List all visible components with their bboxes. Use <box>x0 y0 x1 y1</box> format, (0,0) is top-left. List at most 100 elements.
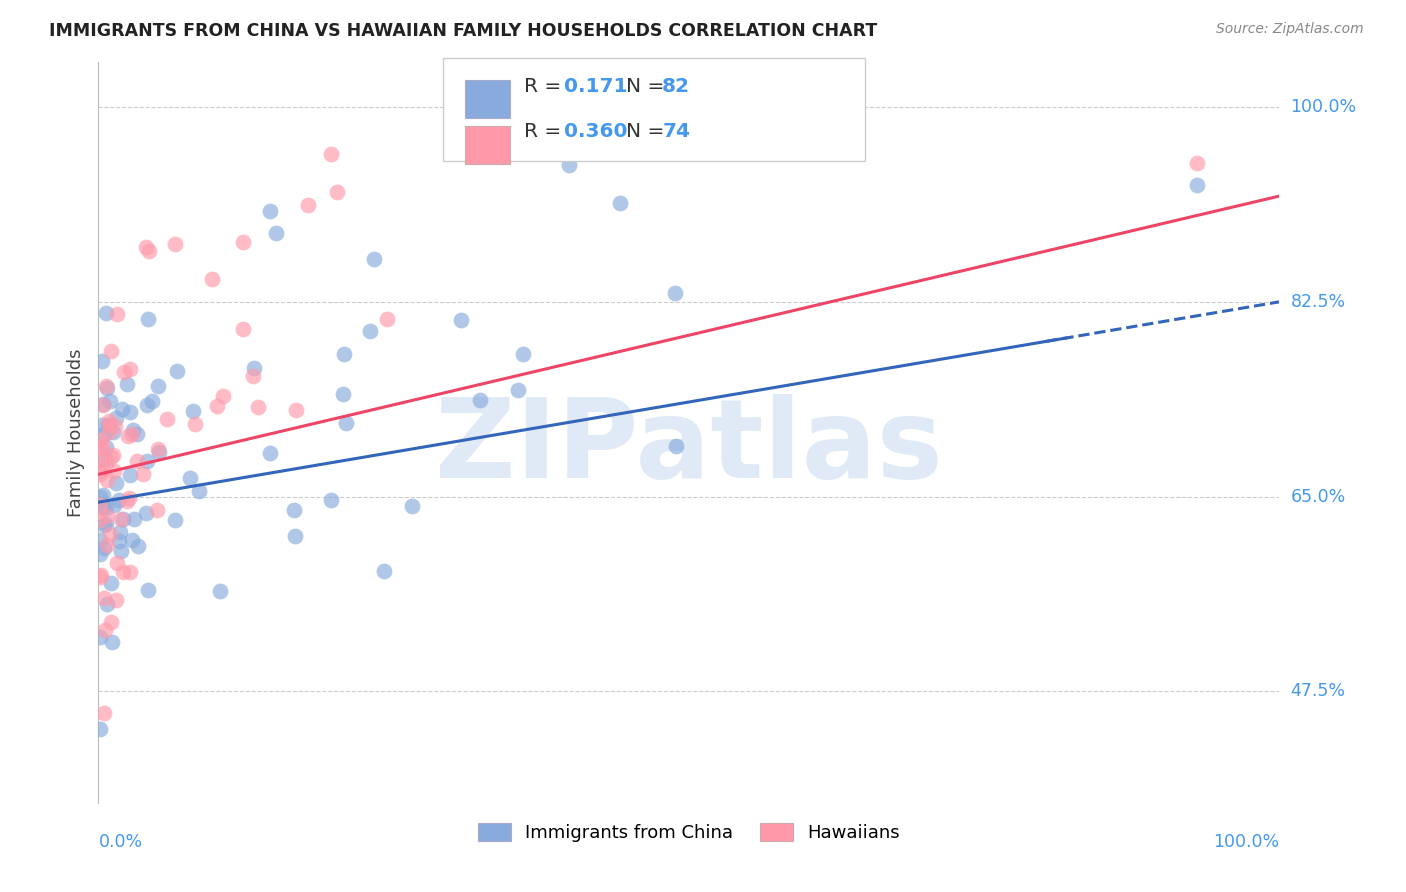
Hawaiians <box>146 442 169 457</box>
Hawaiians <box>89 467 111 481</box>
Hawaiians <box>546 88 568 103</box>
Immigrants from China <box>179 470 201 484</box>
Text: 82.5%: 82.5% <box>1291 293 1346 310</box>
Hawaiians <box>232 321 254 335</box>
Immigrants from China <box>103 425 125 440</box>
Hawaiians <box>89 512 111 526</box>
Immigrants from China <box>138 311 160 326</box>
Hawaiians <box>89 570 111 584</box>
Immigrants from China <box>508 383 530 397</box>
Hawaiians <box>98 425 121 439</box>
Immigrants from China <box>557 158 579 172</box>
Hawaiians <box>232 235 254 249</box>
Immigrants from China <box>450 313 472 327</box>
Immigrants from China <box>100 394 122 409</box>
Immigrants from China <box>108 492 131 507</box>
Hawaiians <box>533 129 555 144</box>
Text: 65.0%: 65.0% <box>1291 488 1346 506</box>
Hawaiians <box>98 527 121 541</box>
Immigrants from China <box>94 501 117 516</box>
Hawaiians <box>297 198 319 212</box>
Hawaiians <box>165 237 187 252</box>
Hawaiians <box>321 147 343 161</box>
Immigrants from China <box>115 377 138 392</box>
Immigrants from China <box>470 393 492 408</box>
Legend: Immigrants from China, Hawaiians: Immigrants from China, Hawaiians <box>471 815 907 849</box>
Hawaiians <box>626 88 648 103</box>
Immigrants from China <box>401 499 423 513</box>
Immigrants from China <box>96 306 118 320</box>
Immigrants from China <box>103 498 125 512</box>
Immigrants from China <box>166 364 188 378</box>
Hawaiians <box>90 568 112 582</box>
Immigrants from China <box>91 397 114 411</box>
Immigrants from China <box>359 324 381 338</box>
Hawaiians <box>96 509 118 524</box>
Immigrants from China <box>609 196 631 211</box>
Immigrants from China <box>104 476 127 491</box>
Text: Source: ZipAtlas.com: Source: ZipAtlas.com <box>1216 22 1364 37</box>
Immigrants from China <box>135 399 157 413</box>
Hawaiians <box>284 403 307 417</box>
Hawaiians <box>110 511 132 525</box>
Immigrants from China <box>94 452 117 467</box>
Text: N =: N = <box>626 78 671 96</box>
Immigrants from China <box>512 347 534 361</box>
Immigrants from China <box>89 533 111 548</box>
Hawaiians <box>91 451 114 466</box>
Immigrants from China <box>93 426 115 441</box>
Immigrants from China <box>118 467 141 482</box>
Hawaiians <box>91 439 114 453</box>
Immigrants from China <box>335 416 357 430</box>
Immigrants from China <box>135 454 157 468</box>
Hawaiians <box>543 137 565 152</box>
Hawaiians <box>103 464 125 478</box>
Immigrants from China <box>259 204 281 219</box>
Immigrants from China <box>333 347 356 361</box>
Hawaiians <box>212 389 235 403</box>
Hawaiians <box>93 591 115 606</box>
Hawaiians <box>567 117 589 131</box>
Immigrants from China <box>97 417 120 432</box>
Immigrants from China <box>101 635 124 649</box>
Immigrants from China <box>91 417 114 432</box>
Immigrants from China <box>89 547 111 561</box>
Hawaiians <box>242 368 264 383</box>
Hawaiians <box>596 112 619 127</box>
Immigrants from China <box>363 252 385 266</box>
Text: 0.360: 0.360 <box>564 122 627 141</box>
Immigrants from China <box>96 381 118 395</box>
Text: 47.5%: 47.5% <box>1291 682 1346 700</box>
Immigrants from China <box>111 401 134 416</box>
Hawaiians <box>115 494 138 508</box>
Immigrants from China <box>135 506 157 520</box>
Immigrants from China <box>96 598 118 612</box>
Hawaiians <box>100 450 122 464</box>
Immigrants from China <box>187 483 209 498</box>
Text: R =: R = <box>524 122 568 141</box>
Immigrants from China <box>136 582 159 597</box>
Immigrants from China <box>284 529 307 543</box>
Hawaiians <box>201 272 224 286</box>
Hawaiians <box>104 419 127 434</box>
Text: 100.0%: 100.0% <box>1213 833 1279 851</box>
Immigrants from China <box>321 493 343 508</box>
Immigrants from China <box>120 405 142 419</box>
Y-axis label: Family Households: Family Households <box>66 349 84 516</box>
Hawaiians <box>146 503 169 517</box>
Immigrants from China <box>110 544 132 558</box>
Hawaiians <box>118 565 141 579</box>
Hawaiians <box>94 624 117 638</box>
Hawaiians <box>675 88 697 103</box>
Immigrants from China <box>242 360 264 375</box>
Immigrants from China <box>108 525 131 540</box>
Hawaiians <box>98 414 121 428</box>
Hawaiians <box>100 343 122 358</box>
Text: 82: 82 <box>662 78 690 96</box>
Text: 74: 74 <box>662 122 690 141</box>
Text: ZIPatlas: ZIPatlas <box>434 394 943 501</box>
Text: 100.0%: 100.0% <box>1291 98 1357 116</box>
Hawaiians <box>94 379 117 393</box>
Hawaiians <box>326 185 349 199</box>
Text: IMMIGRANTS FROM CHINA VS HAWAIIAN FAMILY HOUSEHOLDS CORRELATION CHART: IMMIGRANTS FROM CHINA VS HAWAIIAN FAMILY… <box>49 22 877 40</box>
